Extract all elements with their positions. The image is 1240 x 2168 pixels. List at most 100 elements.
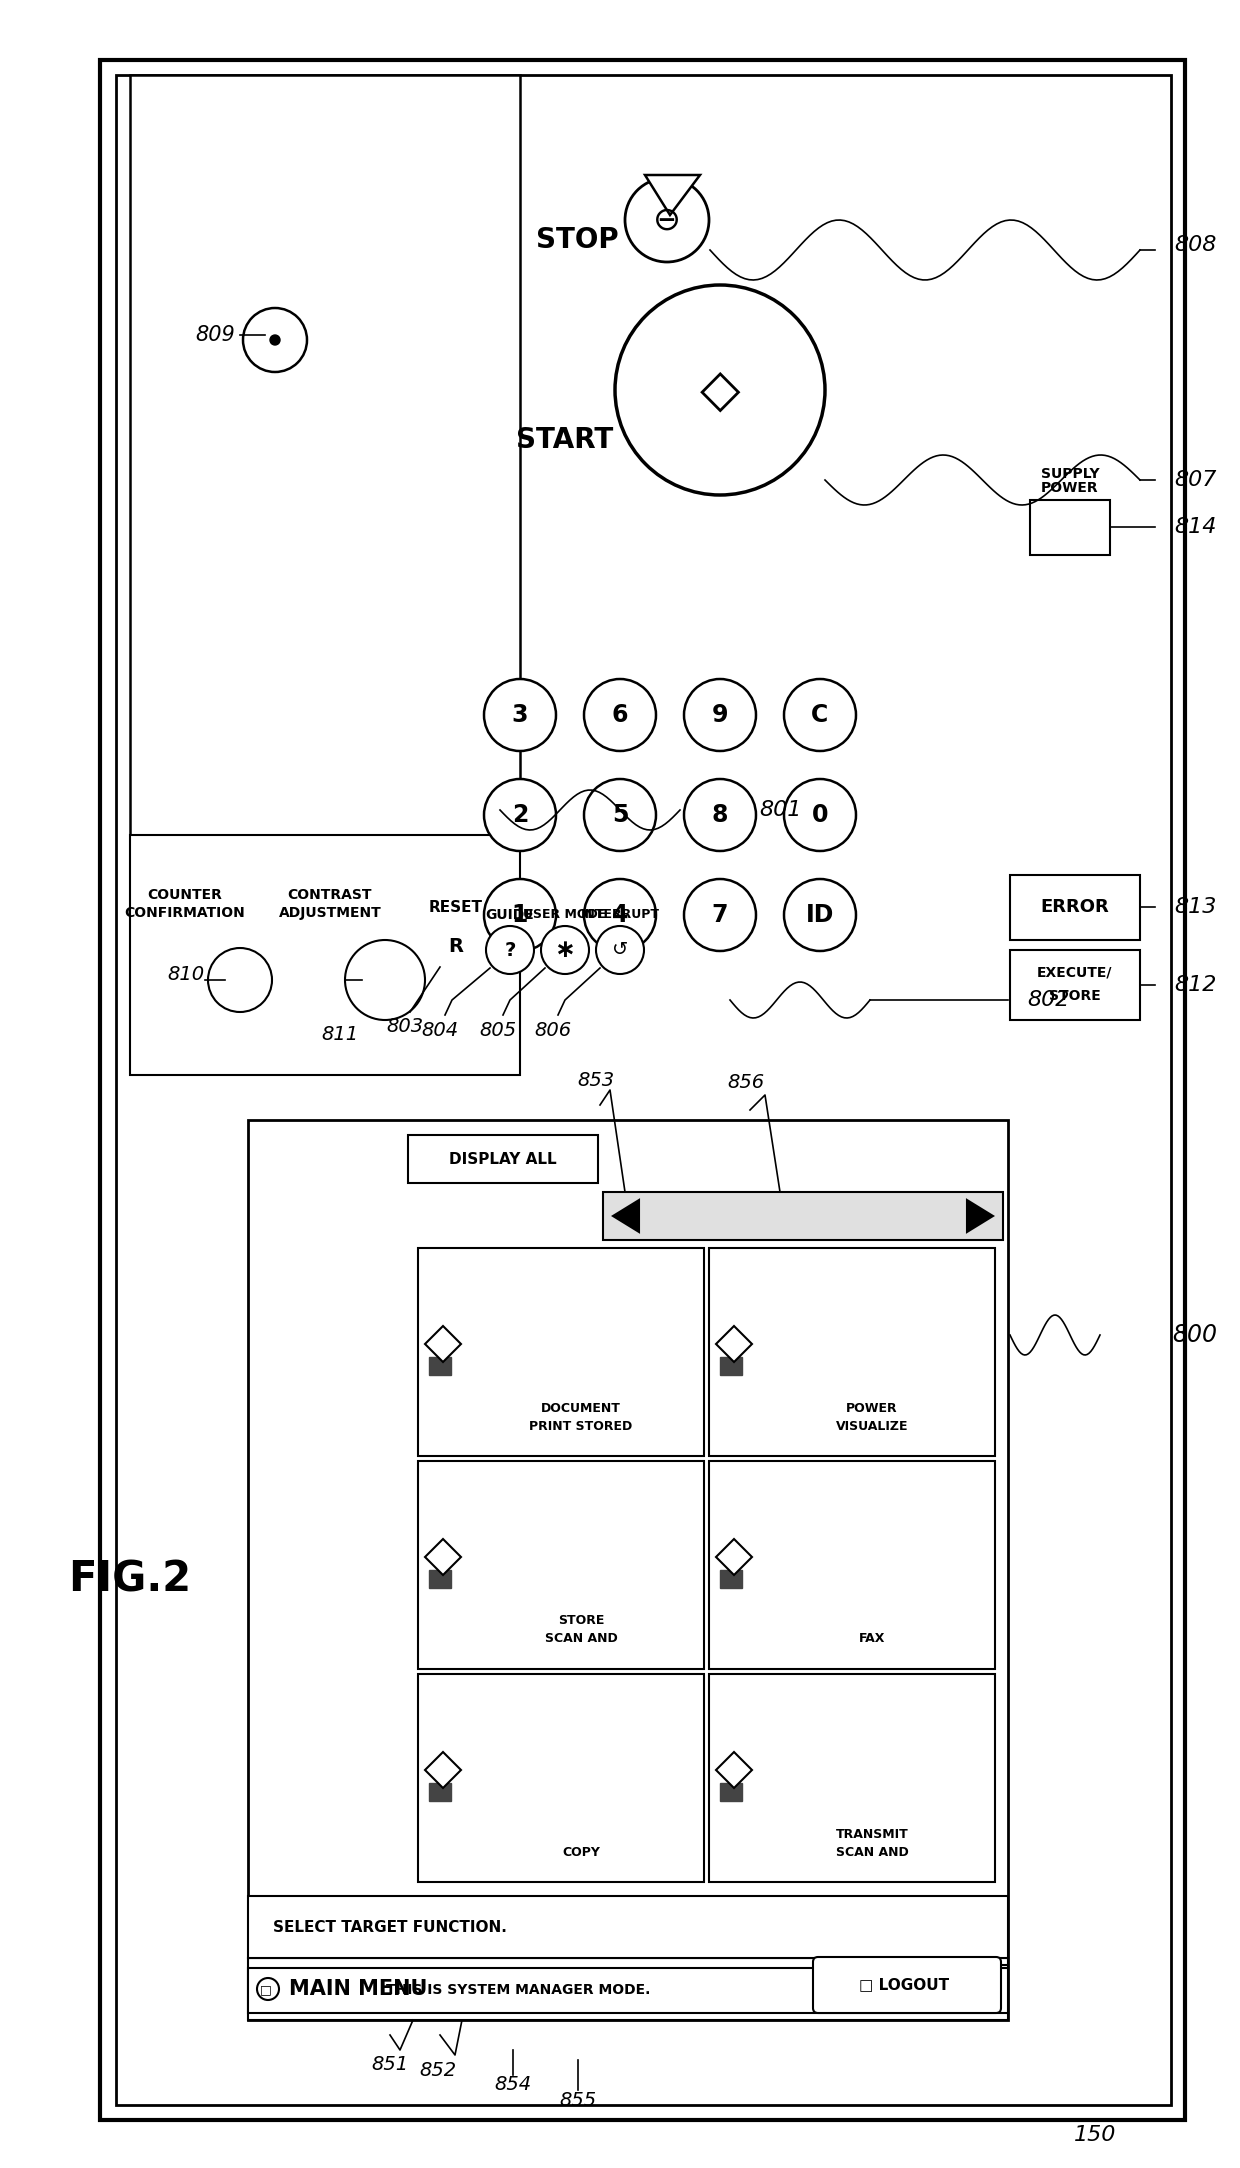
- Text: SCAN AND: SCAN AND: [544, 1633, 618, 1646]
- Polygon shape: [425, 1539, 461, 1574]
- Polygon shape: [715, 1539, 751, 1574]
- Text: SUPPLY: SUPPLY: [1040, 466, 1100, 481]
- Text: START: START: [516, 425, 614, 453]
- Bar: [1011, 876, 1140, 941]
- Text: 7: 7: [712, 904, 728, 928]
- Text: R: R: [449, 937, 464, 956]
- Circle shape: [484, 778, 556, 852]
- Circle shape: [584, 778, 656, 852]
- Text: FAX: FAX: [859, 1633, 885, 1646]
- Text: VISUALIZE: VISUALIZE: [836, 1420, 908, 1433]
- Bar: [248, 1897, 1008, 1958]
- Text: CONFIRMATION: CONFIRMATION: [125, 906, 246, 919]
- Bar: [248, 1121, 1008, 2021]
- Text: RESET: RESET: [429, 900, 484, 915]
- Text: STOP: STOP: [536, 225, 619, 254]
- Text: 807: 807: [1174, 470, 1216, 490]
- Text: □ LOGOUT: □ LOGOUT: [859, 1977, 949, 1992]
- Bar: [100, 61, 1185, 2120]
- Bar: [720, 1357, 742, 1375]
- Text: C: C: [811, 702, 828, 726]
- Bar: [720, 1570, 742, 1587]
- Text: 2: 2: [512, 802, 528, 826]
- Circle shape: [596, 926, 644, 973]
- Text: 8: 8: [712, 802, 728, 826]
- Circle shape: [345, 941, 425, 1019]
- Text: SELECT TARGET FUNCTION.: SELECT TARGET FUNCTION.: [273, 1919, 507, 1934]
- Bar: [248, 1958, 1008, 2021]
- Bar: [709, 1249, 994, 1457]
- Text: 5: 5: [611, 802, 629, 826]
- Circle shape: [584, 679, 656, 750]
- Text: 3: 3: [512, 702, 528, 726]
- Text: POWER: POWER: [1042, 481, 1099, 494]
- Text: 802: 802: [1027, 991, 1069, 1010]
- Polygon shape: [645, 176, 701, 215]
- Text: 9: 9: [712, 702, 728, 726]
- FancyBboxPatch shape: [813, 1958, 1001, 2014]
- Text: 854: 854: [495, 2075, 532, 2094]
- Circle shape: [584, 878, 656, 952]
- Circle shape: [541, 926, 589, 973]
- Text: 805: 805: [480, 1021, 517, 1038]
- Bar: [130, 76, 520, 835]
- Circle shape: [615, 284, 825, 494]
- Text: 814: 814: [1174, 516, 1216, 538]
- Circle shape: [684, 778, 756, 852]
- Text: POWER: POWER: [846, 1401, 898, 1414]
- Circle shape: [784, 679, 856, 750]
- Text: STORE: STORE: [558, 1615, 604, 1628]
- Text: 801: 801: [759, 800, 801, 820]
- Text: 809: 809: [195, 325, 234, 345]
- Bar: [603, 1192, 1003, 1240]
- Text: GUIDE: GUIDE: [486, 908, 534, 921]
- Text: ID: ID: [806, 904, 835, 928]
- Text: 804: 804: [422, 1021, 459, 1038]
- Text: 0: 0: [812, 802, 828, 826]
- Text: USER MODE: USER MODE: [523, 908, 606, 921]
- Polygon shape: [715, 1752, 751, 1789]
- Text: 851: 851: [372, 2055, 408, 2075]
- Circle shape: [784, 778, 856, 852]
- Bar: [1011, 950, 1140, 1019]
- Text: ↺: ↺: [611, 941, 629, 960]
- Bar: [117, 76, 1171, 2105]
- Text: 806: 806: [534, 1021, 572, 1038]
- Text: EXECUTE/: EXECUTE/: [1037, 965, 1112, 980]
- Bar: [1030, 501, 1110, 555]
- Bar: [418, 1674, 704, 1882]
- Text: 811: 811: [321, 1025, 358, 1045]
- Text: STORE: STORE: [1049, 989, 1101, 1004]
- Text: □: □: [260, 1984, 272, 1997]
- Polygon shape: [613, 1201, 639, 1231]
- Circle shape: [257, 1977, 279, 2001]
- Polygon shape: [715, 1327, 751, 1362]
- Bar: [429, 1782, 451, 1802]
- Bar: [248, 1969, 1008, 2014]
- Polygon shape: [967, 1201, 993, 1231]
- Text: SCAN AND: SCAN AND: [836, 1845, 909, 1858]
- Text: 150: 150: [1074, 2125, 1116, 2144]
- Text: 6: 6: [611, 702, 629, 726]
- Text: 4: 4: [611, 904, 629, 928]
- Bar: [418, 1461, 704, 1669]
- Bar: [709, 1674, 994, 1882]
- Bar: [709, 1461, 994, 1669]
- Text: 855: 855: [559, 2090, 596, 2109]
- Circle shape: [270, 336, 280, 345]
- Text: FIG.2: FIG.2: [68, 1559, 191, 1600]
- Bar: [429, 1357, 451, 1375]
- Circle shape: [486, 926, 534, 973]
- Bar: [418, 1249, 704, 1457]
- Circle shape: [625, 178, 709, 262]
- Text: TRANSMIT: TRANSMIT: [836, 1828, 909, 1841]
- Bar: [838, 1964, 1008, 2008]
- Bar: [429, 1570, 451, 1587]
- Text: ?: ?: [505, 941, 516, 960]
- Text: 810: 810: [167, 965, 205, 984]
- Text: 812: 812: [1174, 976, 1216, 995]
- Bar: [430, 926, 482, 967]
- Text: 800: 800: [1173, 1322, 1218, 1346]
- Circle shape: [784, 878, 856, 952]
- Text: DOCUMENT: DOCUMENT: [541, 1401, 621, 1414]
